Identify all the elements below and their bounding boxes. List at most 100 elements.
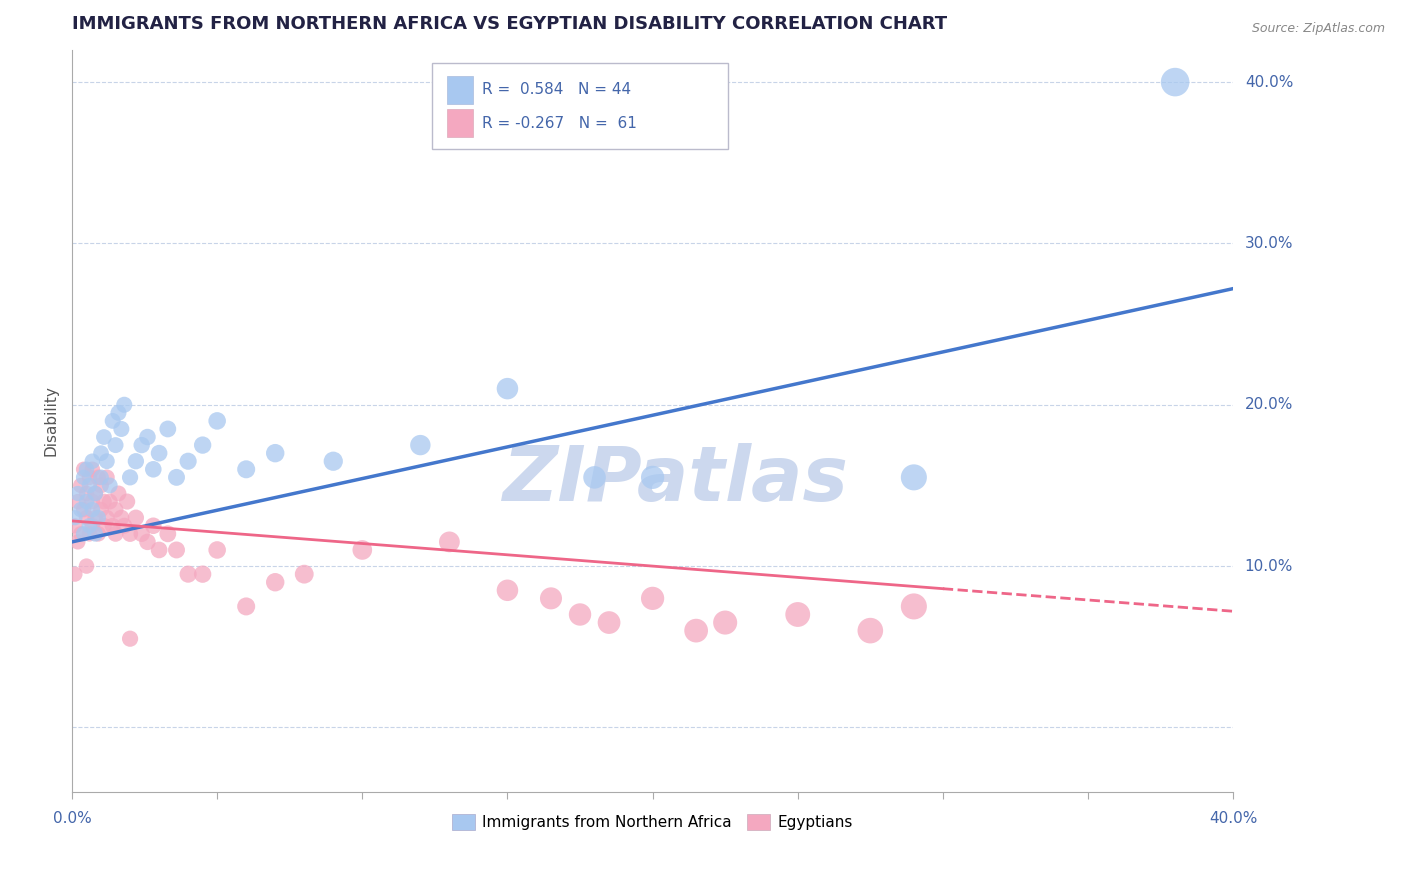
Point — [72, 470, 94, 484]
Point — [540, 591, 562, 606]
Point — [177, 567, 200, 582]
Point — [205, 414, 228, 428]
Point — [685, 624, 707, 638]
Text: R =  0.584   N = 44: R = 0.584 N = 44 — [482, 82, 631, 97]
Point — [131, 438, 153, 452]
Text: 40.0%: 40.0% — [1209, 812, 1257, 826]
Point — [98, 494, 121, 508]
Point — [120, 632, 142, 646]
Point — [115, 494, 138, 508]
Point — [66, 535, 89, 549]
FancyBboxPatch shape — [447, 109, 472, 137]
Point — [322, 454, 344, 468]
Legend: Immigrants from Northern Africa, Egyptians: Immigrants from Northern Africa, Egyptia… — [446, 808, 859, 837]
Point — [84, 526, 107, 541]
Point — [120, 470, 142, 484]
Point — [96, 470, 118, 484]
Point — [90, 502, 112, 516]
Point — [87, 526, 110, 541]
Point — [69, 478, 91, 492]
Point — [93, 518, 115, 533]
Point — [903, 470, 925, 484]
Point — [439, 535, 461, 549]
Point — [84, 510, 107, 524]
Point — [191, 567, 214, 582]
Point — [1164, 75, 1187, 89]
Point — [110, 422, 132, 436]
Point — [84, 486, 107, 500]
Point — [76, 494, 98, 508]
Point — [156, 526, 179, 541]
Text: 10.0%: 10.0% — [1244, 558, 1294, 574]
Point — [79, 478, 101, 492]
FancyBboxPatch shape — [447, 76, 472, 104]
Point — [148, 543, 170, 558]
Point — [96, 510, 118, 524]
Point — [76, 486, 98, 500]
Point — [82, 518, 104, 533]
Point — [107, 406, 129, 420]
Point — [292, 567, 315, 582]
Point — [598, 615, 620, 630]
Point — [93, 494, 115, 508]
Point — [859, 624, 882, 638]
Point — [66, 494, 89, 508]
Point — [569, 607, 592, 622]
Point — [72, 502, 94, 516]
Point — [90, 478, 112, 492]
Point — [352, 543, 374, 558]
Point — [76, 462, 98, 476]
Point — [104, 526, 127, 541]
Point — [156, 422, 179, 436]
Point — [66, 486, 89, 500]
Point — [496, 583, 519, 598]
Point — [104, 438, 127, 452]
Point — [87, 470, 110, 484]
Point — [63, 510, 86, 524]
Point — [125, 510, 148, 524]
Point — [82, 462, 104, 476]
Point — [205, 543, 228, 558]
Point — [112, 398, 135, 412]
Text: 20.0%: 20.0% — [1244, 397, 1294, 412]
Point — [104, 502, 127, 516]
FancyBboxPatch shape — [432, 63, 728, 149]
Point — [264, 575, 287, 590]
Point — [191, 438, 214, 452]
Point — [136, 430, 159, 444]
Text: ZIPatlas: ZIPatlas — [503, 443, 849, 517]
Point — [87, 510, 110, 524]
Point — [903, 599, 925, 614]
Text: 40.0%: 40.0% — [1244, 75, 1294, 89]
Point — [98, 478, 121, 492]
Point — [63, 518, 86, 533]
Point — [107, 486, 129, 500]
Point — [93, 430, 115, 444]
Point — [120, 526, 142, 541]
Point — [142, 462, 165, 476]
Point — [76, 559, 98, 574]
Point — [142, 518, 165, 533]
Point — [177, 454, 200, 468]
Point — [148, 446, 170, 460]
Point — [63, 567, 86, 582]
Point — [641, 591, 664, 606]
Point — [72, 526, 94, 541]
Point — [69, 526, 91, 541]
Point — [264, 446, 287, 460]
Point — [79, 470, 101, 484]
Text: 30.0%: 30.0% — [1244, 235, 1294, 251]
Point — [131, 526, 153, 541]
Point — [96, 454, 118, 468]
Point — [101, 414, 124, 428]
Point — [79, 518, 101, 533]
Point — [84, 486, 107, 500]
Point — [90, 470, 112, 484]
Point — [583, 470, 606, 484]
Point — [409, 438, 432, 452]
Point — [69, 502, 91, 516]
Point — [235, 599, 257, 614]
Point — [101, 518, 124, 533]
Text: 0.0%: 0.0% — [52, 812, 91, 826]
Text: IMMIGRANTS FROM NORTHERN AFRICA VS EGYPTIAN DISABILITY CORRELATION CHART: IMMIGRANTS FROM NORTHERN AFRICA VS EGYPT… — [72, 15, 948, 33]
